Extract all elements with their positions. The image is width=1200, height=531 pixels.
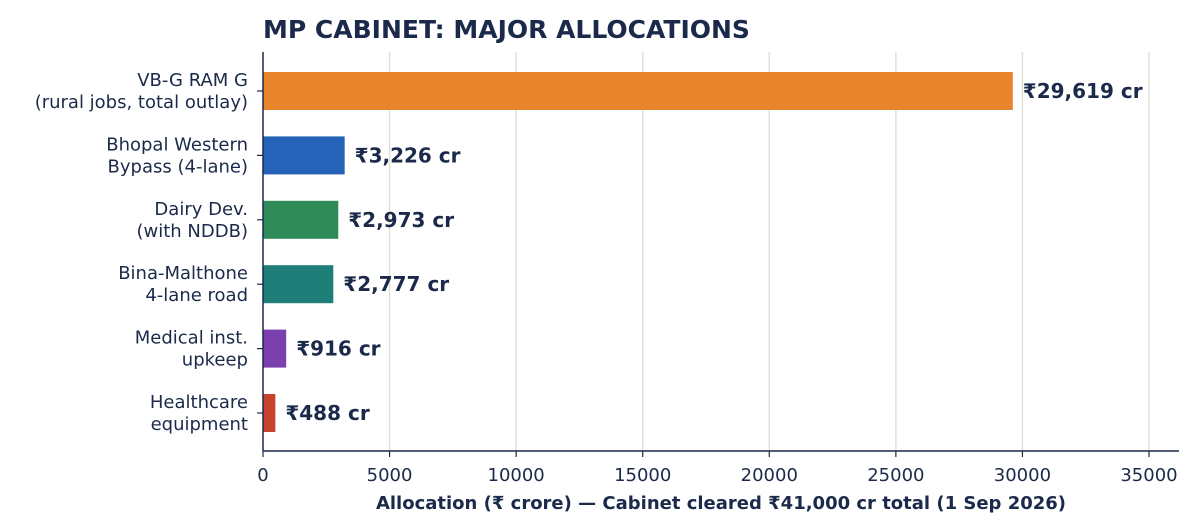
data-label: ₹29,619 cr	[1023, 79, 1143, 103]
category-labels: VB-G RAM G(rural jobs, total outlay) Bhop…	[35, 70, 263, 435]
category-label: (with NDDB)	[137, 221, 249, 242]
axes	[262, 52, 1179, 452]
bar	[263, 72, 1013, 110]
category-label: equipment	[151, 414, 248, 435]
x-tick-label: 10000	[488, 465, 545, 486]
x-tick-label: 20000	[741, 465, 798, 486]
bar	[263, 265, 334, 304]
data-labels: ₹29,619 cr ₹3,226 cr ₹2,973 cr ₹2,777 cr ₹91…	[285, 79, 1142, 425]
x-tick-label: 25000	[867, 465, 924, 486]
chart-title: MP CABINET: MAJOR ALLOCATIONS	[263, 15, 750, 44]
bar	[263, 200, 339, 239]
bars	[263, 72, 1013, 432]
grid	[388, 52, 1150, 451]
category-label: VB-G RAM G	[137, 70, 248, 91]
data-label: ₹2,777 cr	[343, 272, 449, 296]
data-label: ₹916 cr	[296, 337, 380, 361]
category-label: Bypass (4-lane)	[108, 156, 248, 177]
bar	[263, 394, 276, 432]
category-label: Bhopal Western	[106, 134, 248, 155]
category-label: 4-lane road	[145, 285, 248, 306]
data-label: ₹2,973 cr	[348, 208, 454, 232]
category-label: Medical inst.	[135, 328, 248, 349]
category-label: (rural jobs, total outlay)	[35, 92, 248, 113]
category-label: Dairy Dev.	[154, 199, 248, 220]
bar	[263, 329, 287, 368]
x-tick-label: 30000	[994, 465, 1051, 486]
x-tick-label: 0	[257, 465, 268, 486]
data-label: ₹488 cr	[285, 401, 369, 425]
category-label: Healthcare	[150, 392, 248, 413]
x-tick-label: 15000	[614, 465, 671, 486]
x-tick-label: 5000	[367, 465, 413, 486]
x-axis-label: Allocation (₹ crore) — Cabinet cleared ₹…	[376, 493, 1066, 514]
data-label: ₹3,226 cr	[355, 143, 461, 167]
category-label: upkeep	[182, 350, 248, 371]
x-tick-label: 35000	[1120, 465, 1177, 486]
category-label: Bina-Malthone	[118, 263, 248, 284]
bar	[263, 136, 345, 175]
x-ticks: 0 5000 10000 15000 20000 25000 30000 35000	[257, 451, 1178, 486]
